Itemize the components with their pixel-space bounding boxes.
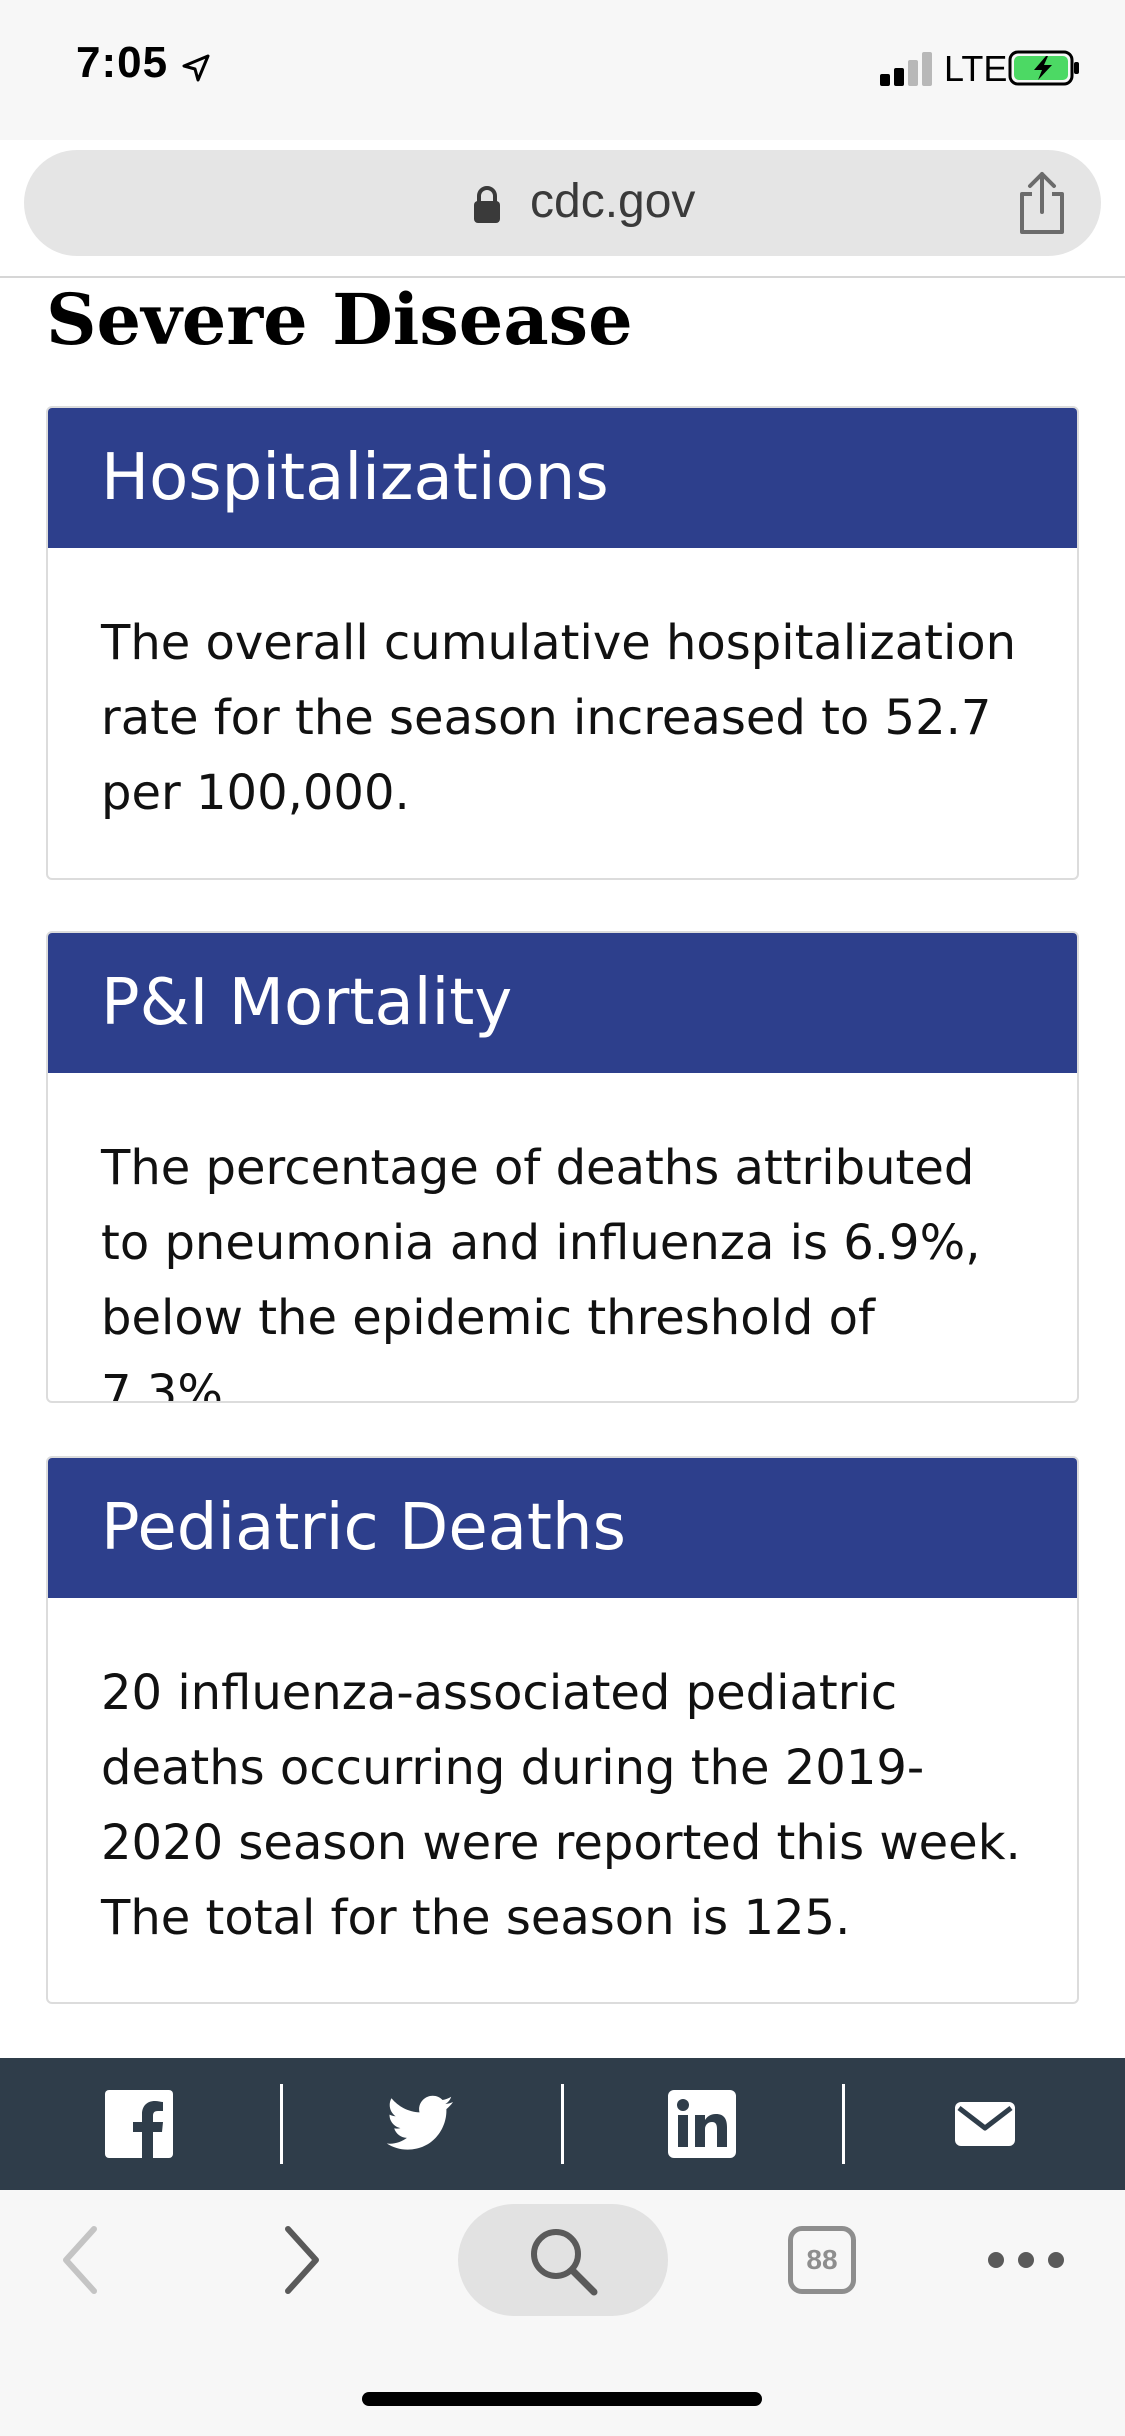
hospitalizations-card: Hospitalizations The overall cumulative … xyxy=(46,406,1079,880)
url-domain[interactable]: cdc.gov xyxy=(530,175,696,228)
chevron-right-icon xyxy=(285,2226,319,2294)
pediatric-deaths-card: Pediatric Deaths 20 influenza-associated… xyxy=(46,1456,1079,2004)
more-dots-icon xyxy=(988,2252,1064,2268)
mail-icon xyxy=(955,2102,1015,2146)
location-arrow-icon xyxy=(182,54,210,82)
page-heading: Severe Disease xyxy=(46,278,633,361)
twitter-icon xyxy=(386,2095,453,2150)
email-share-button[interactable] xyxy=(949,2088,1021,2160)
facebook-icon xyxy=(105,2090,173,2158)
linkedin-share-button[interactable] xyxy=(666,2088,738,2160)
toolbar-divider xyxy=(0,276,1125,278)
forward-button[interactable] xyxy=(272,2220,332,2300)
card-title: Pediatric Deaths xyxy=(48,1458,1077,1598)
share-divider xyxy=(280,2084,283,2164)
address-bar[interactable]: cdc.gov xyxy=(24,150,1101,256)
back-button[interactable] xyxy=(50,2220,110,2300)
card-title: Hospitalizations xyxy=(48,408,1077,548)
cellular-signal-icon xyxy=(880,52,936,86)
home-indicator[interactable] xyxy=(362,2392,762,2406)
search-icon xyxy=(531,2229,598,2296)
chevron-left-icon xyxy=(63,2226,97,2294)
lock-icon xyxy=(474,186,500,223)
linkedin-icon xyxy=(668,2090,736,2158)
network-type: LTE xyxy=(944,48,1008,89)
card-body: 20 influenza-associated pediatric deaths… xyxy=(101,1665,1021,1946)
facebook-share-button[interactable] xyxy=(103,2088,175,2160)
status-time: 7:05 xyxy=(76,38,169,87)
card-title: P&I Mortality xyxy=(48,933,1077,1073)
tabs-button[interactable]: 88 xyxy=(788,2226,856,2294)
battery-charging-icon xyxy=(1008,50,1079,86)
pi-mortality-card: P&I Mortality The percentage of deaths a… xyxy=(46,931,1079,1403)
social-share-bar xyxy=(0,2058,1125,2190)
twitter-share-button[interactable] xyxy=(385,2088,457,2160)
status-bar: 7:05 LTE xyxy=(0,0,1125,140)
share-divider xyxy=(842,2084,845,2164)
card-body: The percentage of deaths attributed to p… xyxy=(101,1140,981,1403)
share-divider xyxy=(561,2084,564,2164)
share-icon[interactable] xyxy=(1014,170,1070,236)
search-button[interactable] xyxy=(458,2204,668,2316)
more-button[interactable] xyxy=(986,2230,1066,2290)
card-body: The overall cumulative hospitalization r… xyxy=(101,615,1017,821)
